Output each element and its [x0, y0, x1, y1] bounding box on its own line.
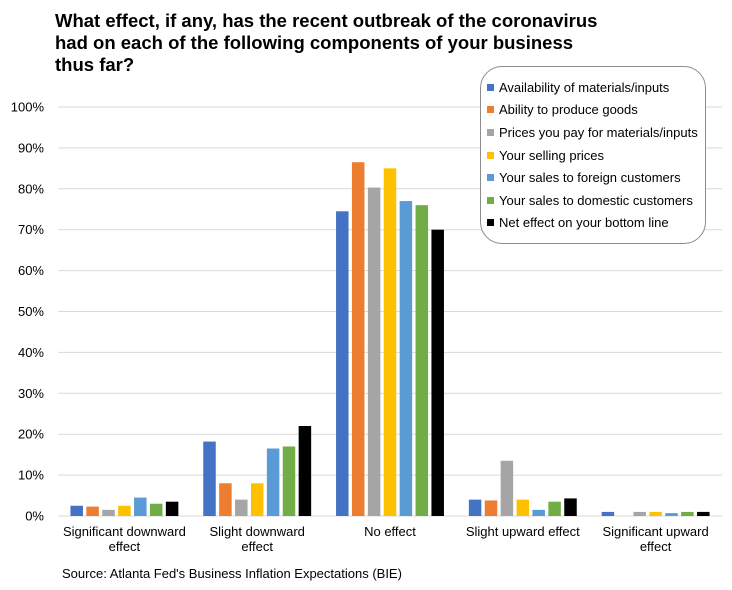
bar — [532, 509, 545, 516]
bar — [165, 501, 179, 516]
bar — [399, 201, 413, 516]
bar — [500, 460, 514, 516]
bar — [118, 505, 131, 516]
bars — [70, 162, 710, 517]
legend-item: Net effect on your bottom line — [481, 212, 705, 235]
bar — [149, 503, 163, 516]
legend-label: Ability to produce goods — [499, 102, 638, 118]
y-tick-label: 60% — [18, 263, 44, 278]
x-tick-label: Slight downward effect — [210, 524, 305, 554]
y-tick-label: 30% — [18, 386, 44, 401]
legend-item: Availability of materials/inputs — [481, 76, 705, 99]
bar — [548, 501, 561, 516]
legend-swatch — [487, 106, 494, 114]
y-tick-label: 10% — [18, 468, 44, 483]
x-tick-label: Significant downward effect — [63, 524, 186, 554]
y-tick-label: 90% — [18, 140, 44, 155]
bar — [134, 497, 147, 516]
legend-item: Prices you pay for materials/inputs — [481, 121, 705, 144]
bar — [649, 511, 662, 516]
y-tick-label: 20% — [18, 427, 44, 442]
bar — [564, 498, 577, 516]
bar — [70, 505, 83, 516]
y-tick-label: 80% — [18, 181, 44, 196]
legend-swatch — [487, 128, 494, 136]
x-tick-label: No effect — [364, 524, 416, 539]
legend-item: Your sales to foreign customers — [481, 166, 705, 189]
bar — [298, 426, 312, 516]
bar — [665, 513, 678, 516]
bar — [601, 511, 615, 516]
chart-title: What effect, if any, has the recent outb… — [55, 10, 598, 75]
legend-swatch — [487, 196, 494, 204]
legend-swatch — [487, 151, 494, 159]
bar — [86, 506, 99, 516]
legend-label: Your sales to domestic customers — [499, 192, 693, 208]
legend-swatch — [487, 219, 494, 227]
bar — [203, 441, 216, 516]
bar — [383, 168, 397, 516]
legend-label: Your sales to foreign customers — [499, 170, 681, 186]
legend-item: Your selling prices — [481, 144, 705, 167]
bar — [468, 499, 482, 516]
y-axis-ticks: 0% 10% 20% 30% 40% 50% 60% 70% 80% 90% 100% — [11, 100, 45, 524]
y-tick-label: 40% — [18, 345, 44, 360]
bar — [415, 205, 429, 516]
bar — [516, 499, 530, 516]
legend-label: Availability of materials/inputs — [499, 79, 670, 95]
bar — [235, 499, 248, 516]
y-tick-label: 70% — [18, 222, 44, 237]
bar — [266, 448, 280, 516]
bar — [367, 187, 381, 516]
bar — [250, 483, 264, 516]
legend-swatch — [487, 174, 494, 182]
bar — [633, 511, 646, 516]
y-tick-label: 50% — [18, 304, 44, 319]
x-tick-label: Significant upward effect — [602, 524, 708, 554]
x-axis-labels: Significant downward effect Slight downwar… — [63, 524, 709, 554]
bar — [102, 509, 115, 516]
y-tick-label: 100% — [11, 100, 45, 115]
legend: Availability of materials/inputs Ability … — [480, 66, 706, 244]
legend-label: Prices you pay for materials/inputs — [499, 124, 698, 140]
legend-label: Net effect on your bottom line — [499, 215, 669, 231]
legend-item: Your sales to domestic customers — [481, 189, 705, 212]
y-tick-label: 0% — [25, 509, 44, 524]
legend-label: Your selling prices — [499, 147, 605, 163]
bar — [282, 446, 296, 516]
bar — [484, 500, 498, 516]
bar — [697, 511, 710, 516]
source-note: Source: Atlanta Fed's Business Inflation… — [62, 566, 402, 581]
bar — [219, 483, 232, 516]
x-tick-label: Slight upward effect — [466, 524, 580, 539]
legend-item: Ability to produce goods — [481, 99, 705, 122]
legend-swatch — [487, 83, 494, 91]
bar — [431, 229, 444, 516]
bar — [681, 511, 694, 516]
bar — [351, 162, 365, 516]
bar — [336, 211, 349, 517]
